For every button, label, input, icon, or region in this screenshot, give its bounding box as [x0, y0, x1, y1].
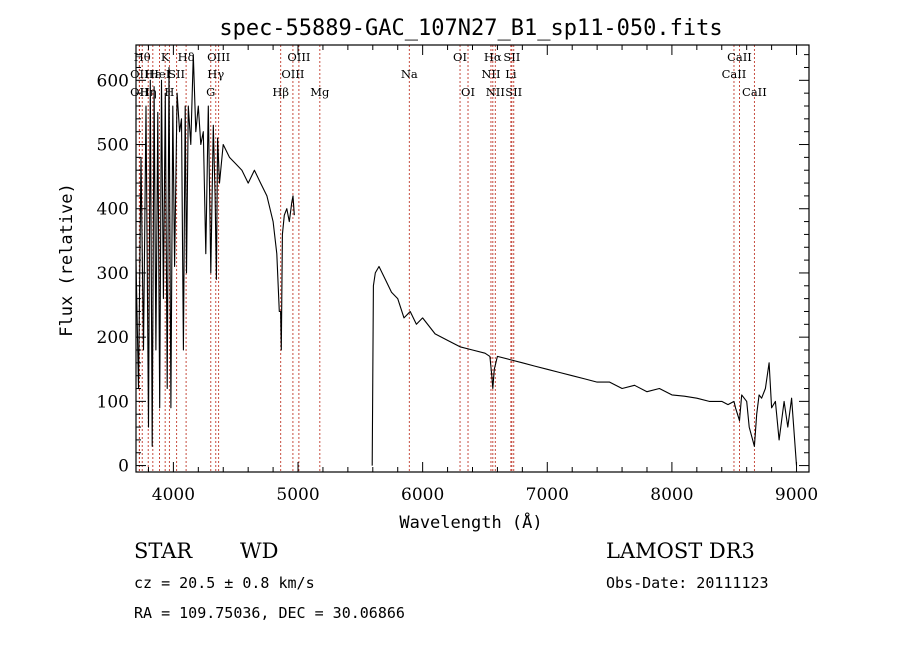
- spectral-line-markers: [138, 45, 755, 472]
- y-tick-label: 300: [97, 264, 129, 284]
- y-tick-label: 400: [97, 200, 129, 220]
- line-label-OIII: OIII: [287, 50, 310, 64]
- line-label-Hδ: Hδ: [178, 50, 195, 64]
- line-label-OII: OII: [130, 67, 149, 81]
- spectrum-series: [135, 54, 798, 466]
- y-tick-label: 500: [97, 136, 129, 156]
- line-label-OI: OI: [461, 85, 475, 99]
- redshift-velocity: cz = 20.5 ± 0.8 km/s: [134, 574, 315, 592]
- survey-name: LAMOST DR3: [606, 539, 755, 563]
- line-label-CaII: CaII: [727, 50, 752, 64]
- line-label-NII: NII: [486, 85, 505, 99]
- y-tick-label: 600: [97, 71, 129, 91]
- line-label-Hε: Hε: [145, 67, 161, 81]
- axis-ticks: [136, 45, 809, 472]
- axis-tick-labels: 4000 5000 6000 7000 8000 9000 0 100 200 300 400 500…: [97, 71, 819, 505]
- line-label-Hγ: Hγ: [207, 67, 224, 81]
- line-label-SII: SII: [503, 50, 520, 64]
- line-label-NII: NII: [481, 67, 500, 81]
- ra-dec: RA = 109.75036, DEC = 30.06866: [134, 604, 405, 622]
- x-tick-label: 5000: [276, 485, 319, 505]
- line-label-OII: OII: [130, 85, 149, 99]
- line-label-Mg: Mg: [310, 85, 330, 99]
- observation-date: Obs-Date: 20111123: [606, 574, 769, 592]
- y-tick-label: 0: [118, 457, 129, 477]
- line-label-CaII: CaII: [722, 67, 747, 81]
- line-label-K: K: [161, 50, 170, 64]
- line-label-Hη: Hη: [140, 85, 157, 99]
- object-class: STAR: [134, 539, 193, 563]
- line-label-HeI: HeI: [149, 67, 170, 81]
- x-tick-label: 8000: [650, 485, 693, 505]
- spectrum-line-0: [135, 54, 295, 447]
- line-label-OIII: OIII: [207, 50, 230, 64]
- object-subclass: WD: [240, 539, 279, 563]
- line-label-SII: SII: [505, 85, 522, 99]
- y-axis-label: Flux (relative): [57, 183, 77, 337]
- line-label-Hθ: Hθ: [134, 50, 151, 64]
- line-label-Li: Li: [505, 67, 517, 81]
- line-label-Hα: Hα: [484, 50, 502, 64]
- x-axis-label: Wavelength (Å): [399, 511, 542, 533]
- x-tick-label: 6000: [401, 485, 444, 505]
- line-label-CaII: CaII: [742, 85, 767, 99]
- line-label-G: G: [206, 85, 215, 99]
- x-tick-label: 9000: [775, 485, 818, 505]
- line-label-Hβ: Hβ: [272, 85, 289, 99]
- line-label-Na: Na: [401, 67, 418, 81]
- x-tick-label: 7000: [526, 485, 569, 505]
- spectral-line-labels: HθOIIOIIHηHεHeIKHSIIHδGHγOIIIHβOIIIOIIIM…: [130, 50, 767, 99]
- x-tick-label: 4000: [152, 485, 195, 505]
- line-label-OI: OI: [453, 50, 467, 64]
- y-tick-label: 200: [97, 328, 129, 348]
- y-tick-label: 100: [97, 392, 129, 412]
- spectrum-line-1: [371, 265, 798, 466]
- plot-frame: [135, 44, 810, 473]
- chart-title: spec-55889-GAC_107N27_B1_sp11-050.fits: [219, 16, 722, 41]
- line-label-OIII: OIII: [281, 67, 304, 81]
- line-label-SII: SII: [168, 67, 185, 81]
